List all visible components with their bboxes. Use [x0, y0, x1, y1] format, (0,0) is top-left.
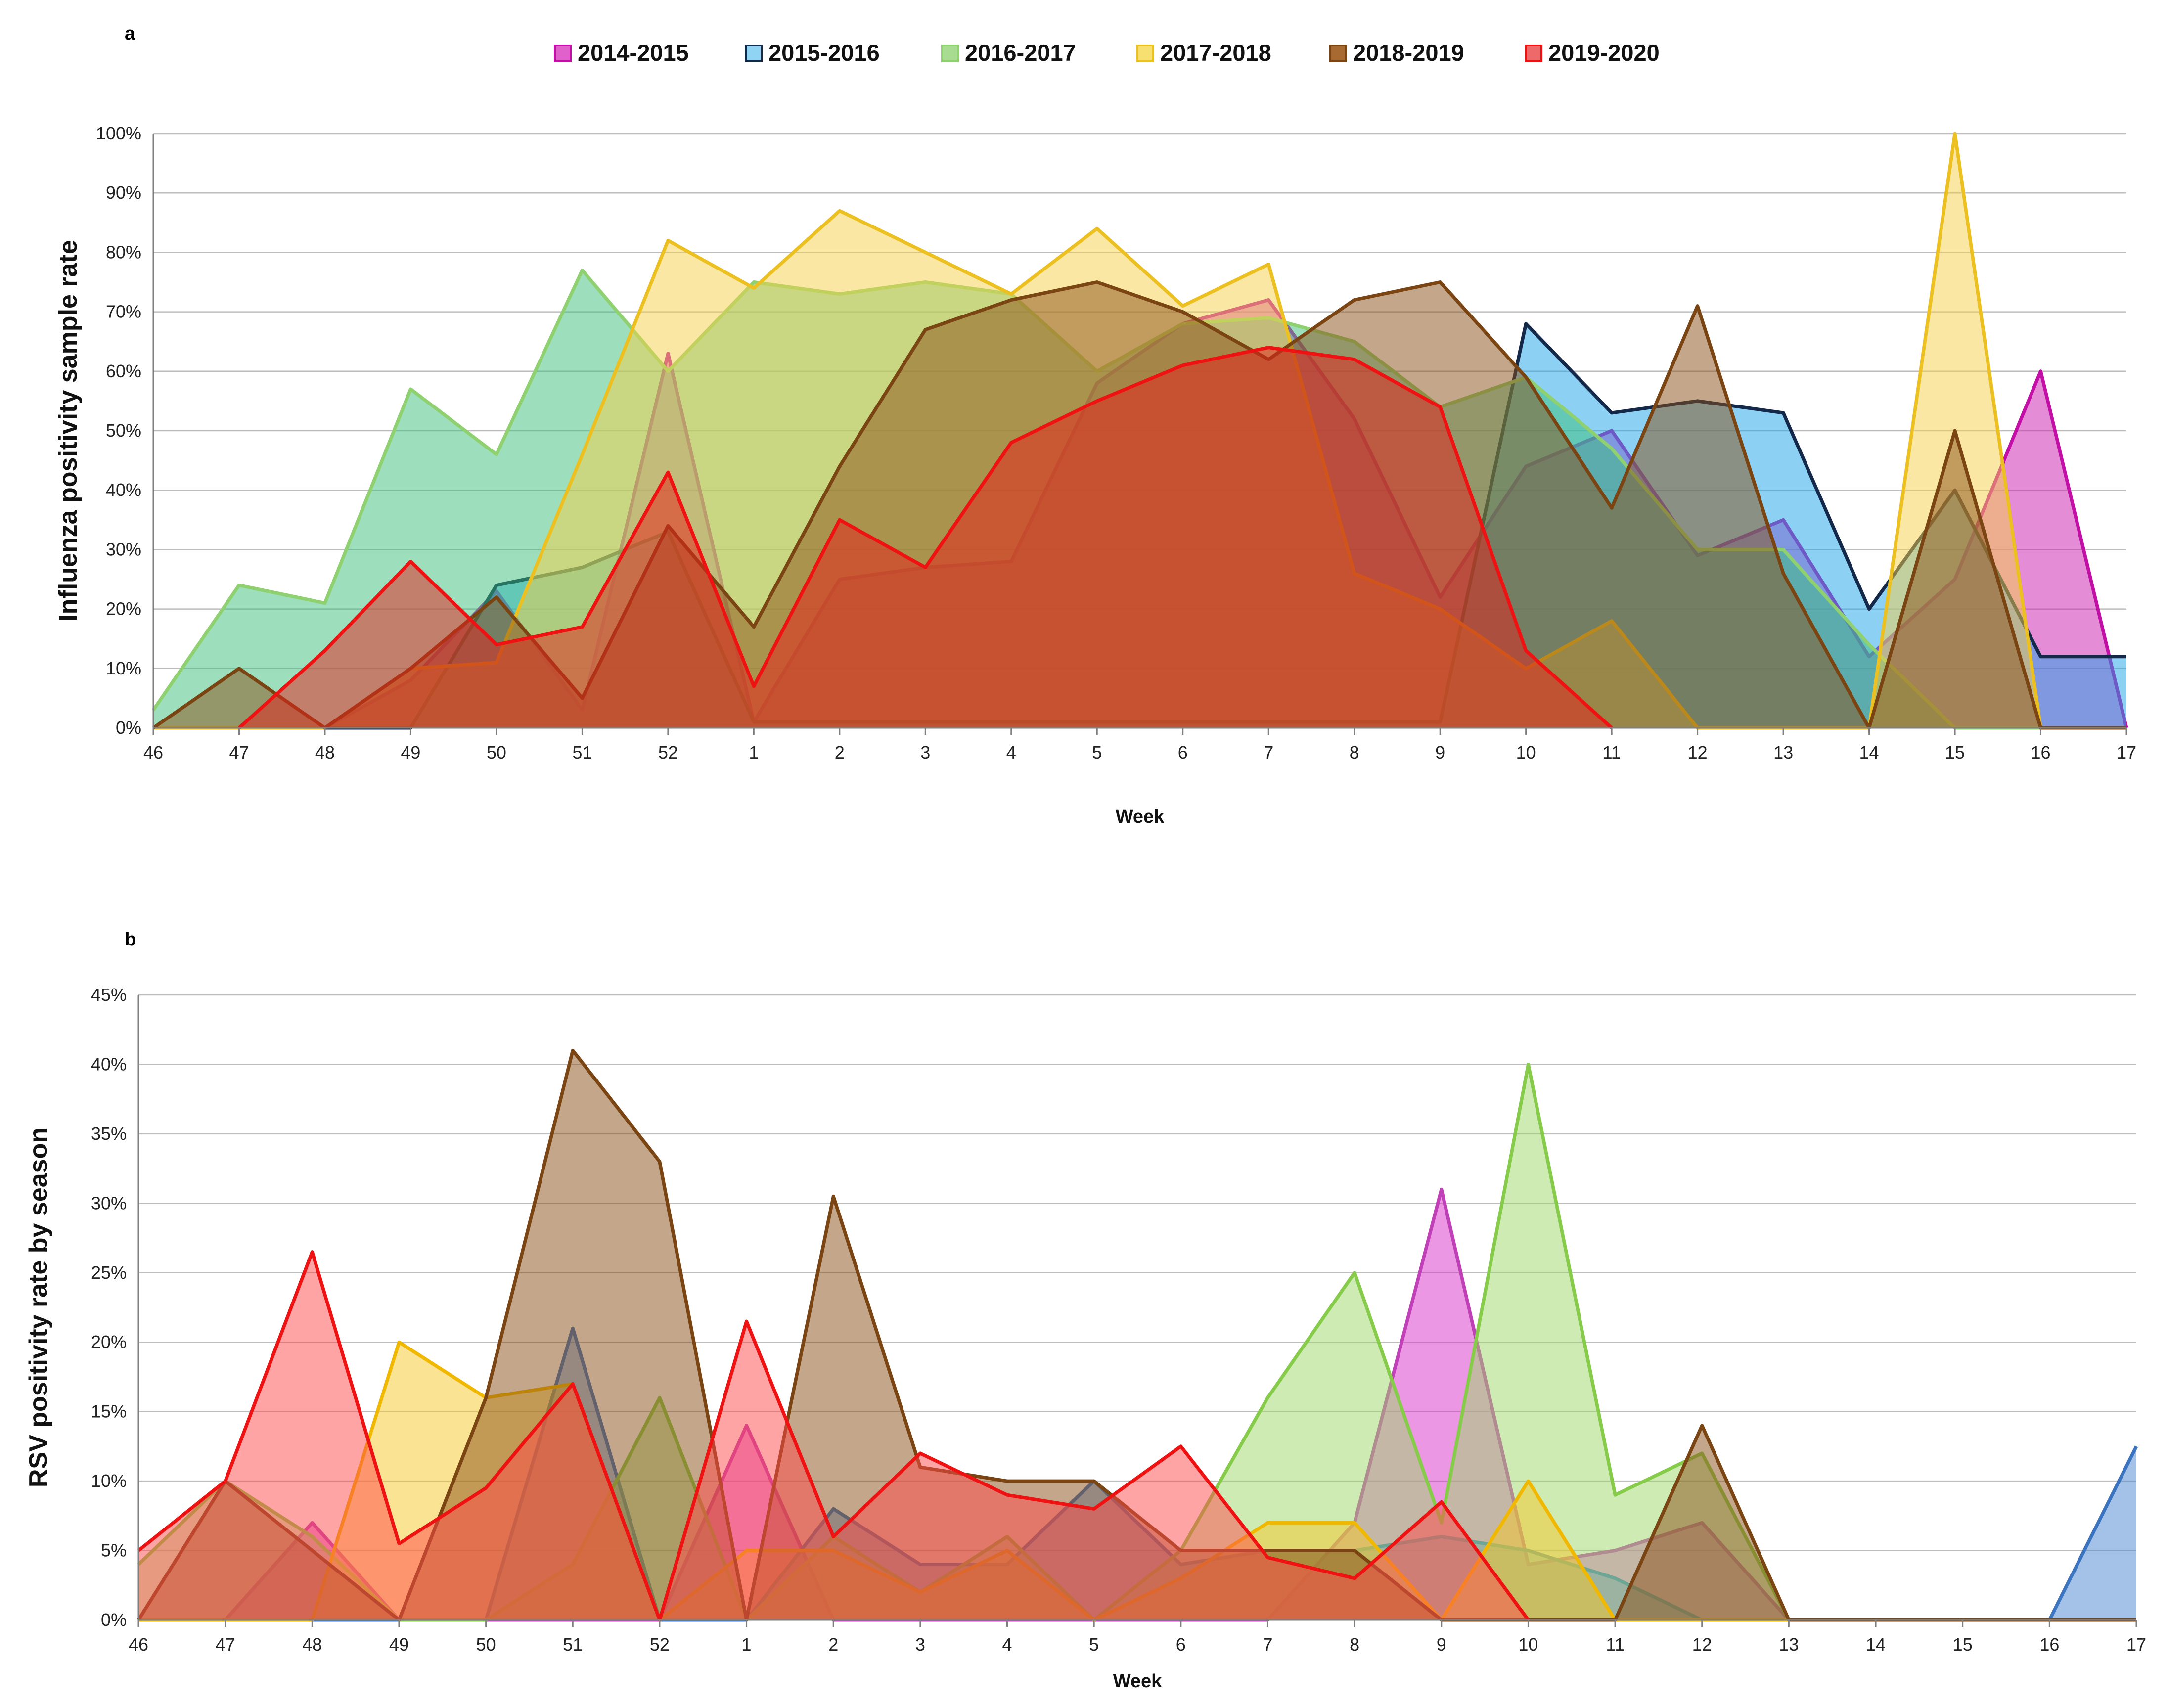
x-tick-b-5: 51: [563, 1634, 583, 1655]
x-tick-b-0: 46: [129, 1634, 148, 1655]
x-axis-title-a: Week: [1116, 807, 1165, 827]
y-tick-a-100-: 100%: [96, 123, 141, 143]
legend-swatch-2019-2020: [1525, 45, 1542, 62]
x-tick-a-18: 12: [1688, 742, 1708, 763]
panel-b-label: b: [125, 929, 136, 950]
chart-a: 0%10%20%30%40%50%60%70%80%90%100%46 47 48 4…: [54, 123, 2136, 827]
legend-swatch-2014-2015: [554, 45, 572, 62]
x-tick-a-8: 2: [835, 742, 845, 763]
x-tick-b-16: 10: [1518, 1634, 1538, 1655]
y-tick-b-10-: 10%: [91, 1471, 127, 1491]
y-tick-a-60-: 60%: [106, 361, 141, 381]
x-tick-a-3: 49: [401, 742, 420, 763]
x-tick-b-13: 7: [1263, 1634, 1272, 1655]
x-tick-a-0: 46: [143, 742, 163, 763]
x-tick-b-20: 14: [1866, 1634, 1886, 1655]
y-tick-b-45-: 45%: [91, 985, 127, 1005]
x-tick-a-5: 51: [572, 742, 592, 763]
y-tick-b-15-: 15%: [91, 1401, 127, 1422]
x-tick-b-1: 47: [216, 1634, 235, 1655]
line-a-2019-2020: [238, 346, 1613, 729]
y-tick-a-10-: 10%: [106, 658, 141, 678]
series-b-2019-2020: [137, 1250, 1530, 1622]
x-tick-b-4: 50: [476, 1634, 496, 1655]
x-tick-b-11: 5: [1089, 1634, 1099, 1655]
area-b-2019-2020: [138, 1252, 1529, 1620]
legend-label-2015-2016: 2015-2016: [768, 40, 880, 66]
x-tick-a-15: 9: [1435, 742, 1445, 763]
y-tick-a-80-: 80%: [106, 242, 141, 262]
x-tick-a-23: 17: [2117, 742, 2136, 763]
y-tick-b-30-: 30%: [91, 1193, 127, 1213]
y-tick-a-70-: 70%: [106, 302, 141, 322]
x-tick-b-7: 1: [742, 1634, 752, 1655]
x-tick-a-22: 16: [2031, 742, 2050, 763]
x-tick-b-10: 4: [1002, 1634, 1012, 1655]
line-b-2019-2020: [137, 1250, 1530, 1622]
x-tick-a-10: 4: [1006, 742, 1016, 763]
x-tick-b-2: 48: [302, 1634, 322, 1655]
legend-swatch-2016-2017: [941, 45, 959, 62]
x-tick-a-12: 6: [1178, 742, 1188, 763]
x-tick-b-19: 13: [1779, 1634, 1799, 1655]
y-tick-a-40-: 40%: [106, 480, 141, 500]
legend: 2014-2015 2015-2016 2016-2017 2017-2018 2018…: [554, 40, 1660, 66]
x-tick-b-9: 3: [915, 1634, 925, 1655]
y-tick-b-20-: 20%: [91, 1332, 127, 1352]
x-tick-a-2: 48: [315, 742, 335, 763]
y-tick-a-90-: 90%: [106, 182, 141, 203]
x-tick-b-3: 49: [389, 1634, 409, 1655]
legend-label-2016-2017: 2016-2017: [965, 40, 1076, 66]
x-tick-a-7: 1: [749, 742, 759, 763]
x-tick-a-11: 5: [1092, 742, 1102, 763]
area-a-2019-2020: [239, 347, 1612, 728]
y-tick-b-25-: 25%: [91, 1262, 127, 1283]
x-tick-b-12: 6: [1176, 1634, 1186, 1655]
x-tick-b-17: 11: [1606, 1634, 1624, 1655]
x-tick-a-21: 15: [1945, 742, 1965, 763]
y-axis-title-a: Influenza positivity sample rate: [54, 240, 83, 622]
panel-a-label: a: [125, 23, 136, 44]
line-a-2018-2019: [152, 280, 2126, 730]
y-axis-title-b: RSV positivity rate by season: [24, 1127, 53, 1487]
legend-label-2019-2020: 2019-2020: [1548, 40, 1660, 66]
x-tick-a-16: 10: [1516, 742, 1536, 763]
x-axis-title-b: Week: [1113, 1671, 1162, 1692]
x-tick-a-4: 50: [487, 742, 506, 763]
y-tick-a-50-: 50%: [106, 420, 141, 441]
x-tick-b-23: 17: [2126, 1634, 2146, 1655]
x-tick-b-14: 8: [1350, 1634, 1359, 1655]
chart-b: 0%5%10%15%20%25%30%35%40%45%46 47 48 49 50 51…: [24, 985, 2146, 1692]
x-tick-b-18: 12: [1692, 1634, 1712, 1655]
y-tick-b-5-: 5%: [101, 1540, 127, 1561]
x-tick-b-21: 15: [1953, 1634, 1973, 1655]
x-tick-a-13: 7: [1264, 742, 1273, 763]
y-tick-b-35-: 35%: [91, 1124, 127, 1144]
legend-label-2017-2018: 2017-2018: [1160, 40, 1271, 66]
x-tick-b-8: 2: [828, 1634, 838, 1655]
legend-label-2018-2019: 2018-2019: [1353, 40, 1464, 66]
x-tick-a-1: 47: [229, 742, 249, 763]
x-tick-a-19: 13: [1773, 742, 1793, 763]
legend-swatch-2017-2018: [1136, 45, 1154, 62]
y-tick-a-30-: 30%: [106, 539, 141, 559]
x-tick-b-6: 52: [650, 1634, 670, 1655]
y-tick-a-0-: 0%: [116, 718, 141, 738]
y-tick-b-40-: 40%: [91, 1054, 127, 1074]
x-tick-a-9: 3: [920, 742, 930, 763]
x-tick-a-20: 14: [1859, 742, 1879, 763]
legend-label-2014-2015: 2014-2015: [578, 40, 689, 66]
legend-swatch-2015-2016: [745, 45, 763, 62]
x-tick-b-22: 16: [2039, 1634, 2059, 1655]
x-tick-a-6: 52: [658, 742, 678, 763]
area-b-2018-2019: [138, 1050, 2136, 1620]
y-tick-b-0-: 0%: [101, 1610, 127, 1630]
x-tick-a-14: 8: [1350, 742, 1359, 763]
x-tick-a-17: 11: [1602, 742, 1621, 763]
legend-swatch-2018-2019: [1329, 45, 1347, 62]
x-tick-b-15: 9: [1437, 1634, 1446, 1655]
series-a-2019-2020: [238, 346, 1613, 729]
y-tick-a-20-: 20%: [106, 599, 141, 619]
